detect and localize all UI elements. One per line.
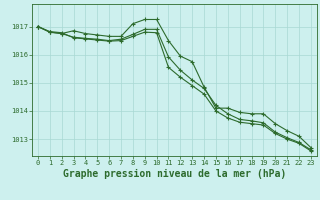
X-axis label: Graphe pression niveau de la mer (hPa): Graphe pression niveau de la mer (hPa) [63,169,286,179]
